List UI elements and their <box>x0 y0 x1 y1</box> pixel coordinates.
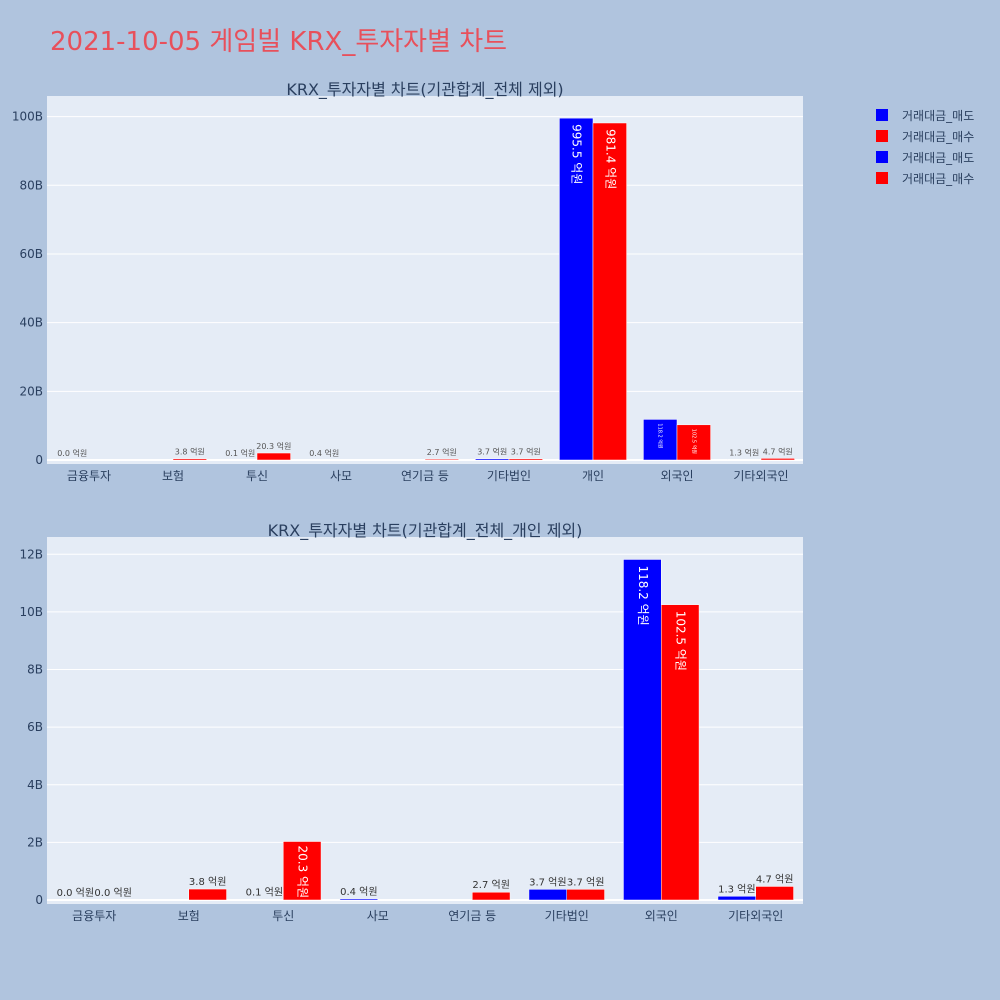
x-tick-label: 금융투자 <box>67 469 111 483</box>
y-tick-label: 2B <box>27 835 43 849</box>
legend-swatch <box>876 130 888 142</box>
bar-value-label: 0.0 억원 <box>57 448 87 458</box>
bar-value-label: 3.8 억원 <box>189 876 226 888</box>
x-tick-label: 투신 <box>246 469 268 483</box>
bar-buy[interactable] <box>172 458 207 461</box>
bar-value-label: 1.3 억원 <box>729 448 759 458</box>
bar-value-label: 0.4 억원 <box>309 448 339 458</box>
x-tick-label: 보험 <box>178 909 200 923</box>
page-title: 2021-10-05 게임빌 KRX_투자자별 차트 <box>50 27 507 57</box>
bar-sell[interactable] <box>475 458 510 461</box>
legend-swatch <box>876 151 888 163</box>
bar-buy[interactable] <box>755 886 794 901</box>
x-tick-label: 외국인 <box>660 469 693 483</box>
y-tick-label: 6B <box>27 720 43 734</box>
legend-label: 거래대금_매수 <box>902 130 974 144</box>
legend-swatch <box>876 172 888 184</box>
bar-sell[interactable] <box>717 896 757 901</box>
legend-item[interactable]: 거래대금_매도 <box>876 109 974 123</box>
bar-value-label: 3.7 억원 <box>477 447 507 457</box>
x-tick-label: 보험 <box>162 469 184 483</box>
bar-value-label: 102.5 억원 <box>674 611 688 671</box>
plots: KRX_투자자별 차트(기관합계_전체 제외) 0 20B 40B 60B 80B 100B… <box>12 80 803 923</box>
bar-value-label: 3.7 억원 <box>567 876 604 888</box>
legend-item[interactable]: 거래대금_매수 <box>876 130 974 144</box>
bar-value-label: 2.7 억원 <box>427 447 457 457</box>
x-tick-label: 개인 <box>582 469 604 483</box>
y-tick-label: 100B <box>12 110 43 124</box>
bar-value-label: 1.3 억원 <box>718 883 755 895</box>
bar-value-label: 0.0 억원 <box>94 887 131 899</box>
bar-buy[interactable] <box>676 424 711 461</box>
legend-label: 거래대금_매도 <box>902 151 974 165</box>
y-tick-label: 20B <box>19 384 43 398</box>
bar-buy[interactable] <box>592 122 627 461</box>
bar-buy[interactable] <box>283 841 322 901</box>
legend-item[interactable]: 거래대금_매수 <box>876 172 974 186</box>
bar-value-label: 3.7 억원 <box>511 447 541 457</box>
x-tick-label: 사모 <box>330 469 352 483</box>
legend-item[interactable]: 거래대금_매도 <box>876 151 974 165</box>
bar-value-label: 118.2 억원 <box>657 423 664 449</box>
bar-buy[interactable] <box>472 891 511 901</box>
bar-value-label: 3.7 억원 <box>529 876 566 888</box>
x-tick-label: 연기금 등 <box>401 469 449 483</box>
legend-swatch <box>876 109 888 121</box>
bar-value-label: 20.3 억원 <box>296 846 310 899</box>
x-tick-label: 외국인 <box>645 909 678 923</box>
bar-buy[interactable] <box>661 604 700 901</box>
bar-buy[interactable] <box>424 458 459 461</box>
plot-area <box>47 96 803 464</box>
y-tick-label: 0 <box>35 453 43 467</box>
y-tick-label: 40B <box>19 316 43 330</box>
bar-sell[interactable] <box>643 419 678 461</box>
bar-value-label: 0.0 억원 <box>57 887 94 899</box>
bar-value-label: 995.5 억원 <box>570 124 584 184</box>
bar-value-label: 118.2 억원 <box>636 565 650 625</box>
bar-value-label: 4.7 억원 <box>756 873 793 885</box>
y-tick-label: 4B <box>27 778 43 792</box>
chart-1: KRX_투자자별 차트(기관합계_전체 제외) 0 20B 40B 60B 80B 100B… <box>12 80 803 483</box>
y-tick-label: 12B <box>19 547 43 561</box>
legend-label: 거래대금_매도 <box>902 109 974 123</box>
bar-buy[interactable] <box>508 458 543 461</box>
bar-value-label: 981.4 억원 <box>603 129 617 189</box>
x-tick-label: 기타외국인 <box>733 469 788 483</box>
x-tick-label: 기타외국인 <box>728 909 783 923</box>
bar-value-label: 0.4 억원 <box>340 886 377 898</box>
chart-title: KRX_투자자별 차트(기관합계_전체 제외) <box>286 80 563 100</box>
x-tick-label: 기타법인 <box>487 469 531 483</box>
y-tick-label: 8B <box>27 663 43 677</box>
y-tick-label: 80B <box>19 178 43 192</box>
x-tick-label: 사모 <box>367 909 389 923</box>
y-tick-label: 0 <box>35 893 43 907</box>
x-tick-label: 연기금 등 <box>448 909 496 923</box>
bar-value-label: 2.7 억원 <box>472 879 509 891</box>
bar-buy[interactable] <box>566 889 605 901</box>
bar-value-label: 0.1 억원 <box>225 448 255 458</box>
bar-value-label: 4.7 억원 <box>763 446 793 456</box>
bar-sell[interactable] <box>528 889 568 901</box>
bar-sell[interactable] <box>339 898 379 901</box>
bar-buy[interactable] <box>256 452 291 461</box>
bar-value-label: 102.5 억원 <box>690 429 697 455</box>
y-tick-label: 60B <box>19 247 43 261</box>
x-tick-label: 금융투자 <box>72 909 116 923</box>
bar-value-label: 20.3 억원 <box>256 441 291 451</box>
x-tick-label: 투신 <box>272 909 294 923</box>
y-tick-label: 10B <box>19 605 43 619</box>
bar-value-label: 3.8 억원 <box>175 447 205 457</box>
bar-sell[interactable] <box>559 117 594 461</box>
x-tick-label: 기타법인 <box>545 909 589 923</box>
chart-title: KRX_투자자별 차트(기관합계_전체_개인 제외) <box>268 521 583 541</box>
bar-buy[interactable] <box>760 458 795 461</box>
bar-value-label: 0.1 억원 <box>246 887 283 899</box>
legend-label: 거래대금_매수 <box>902 172 974 186</box>
chart-2: KRX_투자자별 차트(기관합계_전체_개인 제외) 0 2B 4B 6B 8B 10B 12… <box>19 521 803 923</box>
bar-buy[interactable] <box>188 888 227 901</box>
